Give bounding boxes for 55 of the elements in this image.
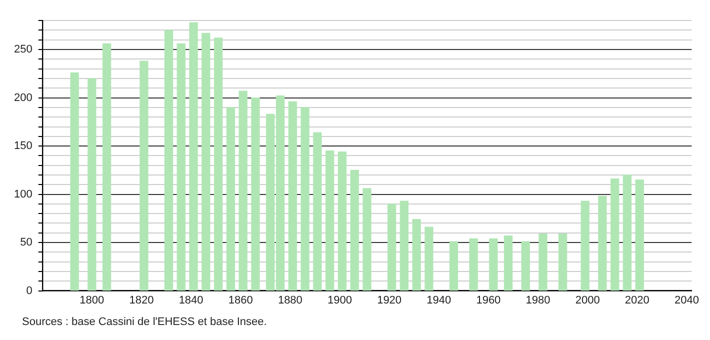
x-tick-label: 1900: [328, 294, 352, 306]
bar: [489, 238, 498, 291]
bar: [214, 38, 223, 291]
bar: [400, 200, 409, 291]
x-tick-label: 2040: [674, 294, 699, 306]
bar: [622, 174, 632, 291]
bar: [202, 32, 210, 291]
bar: [558, 234, 568, 291]
bar: [176, 43, 186, 291]
bar: [362, 188, 372, 291]
bar: [521, 241, 530, 291]
x-tick-label: 1980: [526, 294, 550, 306]
bar: [226, 107, 236, 291]
bar: [449, 241, 458, 291]
bar: [164, 30, 174, 291]
y-tick-label: 200: [14, 92, 32, 104]
bar: [412, 219, 421, 291]
bar: [598, 196, 607, 291]
bar: [338, 152, 347, 291]
y-tick-label: 250: [14, 44, 32, 56]
x-tick-label: 2000: [575, 294, 600, 306]
x-tick-label: 1920: [377, 294, 402, 306]
bar: [469, 238, 478, 291]
x-tick-label: 1800: [80, 294, 104, 306]
bar: [70, 72, 79, 291]
source-note: Sources : base Cassini de l'EHESS et base Insee.: [22, 316, 268, 328]
x-tick-label: 2020: [624, 294, 650, 306]
bar: [504, 235, 513, 291]
bar: [538, 234, 548, 291]
x-tick-label: 1880: [278, 294, 302, 306]
bar: [313, 132, 322, 291]
bar: [251, 97, 260, 291]
bar: [635, 179, 644, 291]
bar: [610, 178, 620, 291]
x-tick-label: 1860: [228, 294, 253, 306]
x-tick-label: 1940: [426, 294, 452, 306]
bar: [238, 90, 248, 291]
y-tick-label: 50: [20, 236, 32, 249]
y-tick-label: 150: [14, 140, 32, 152]
bar: [300, 107, 310, 291]
x-tick-label: 1840: [178, 294, 204, 306]
x-tick-label: 1820: [129, 294, 154, 306]
y-tick-label: 100: [14, 188, 32, 200]
y-tick-label: 0: [26, 284, 32, 297]
x-tick-label: 1960: [476, 294, 501, 306]
bar: [580, 200, 590, 291]
bar: [189, 22, 198, 291]
bar: [102, 43, 112, 291]
bar: [88, 78, 96, 291]
bar: [288, 101, 297, 291]
bar: [326, 150, 334, 291]
bar: [140, 60, 148, 291]
bar: [350, 170, 359, 291]
bar: [424, 226, 434, 291]
bar: [387, 204, 396, 291]
